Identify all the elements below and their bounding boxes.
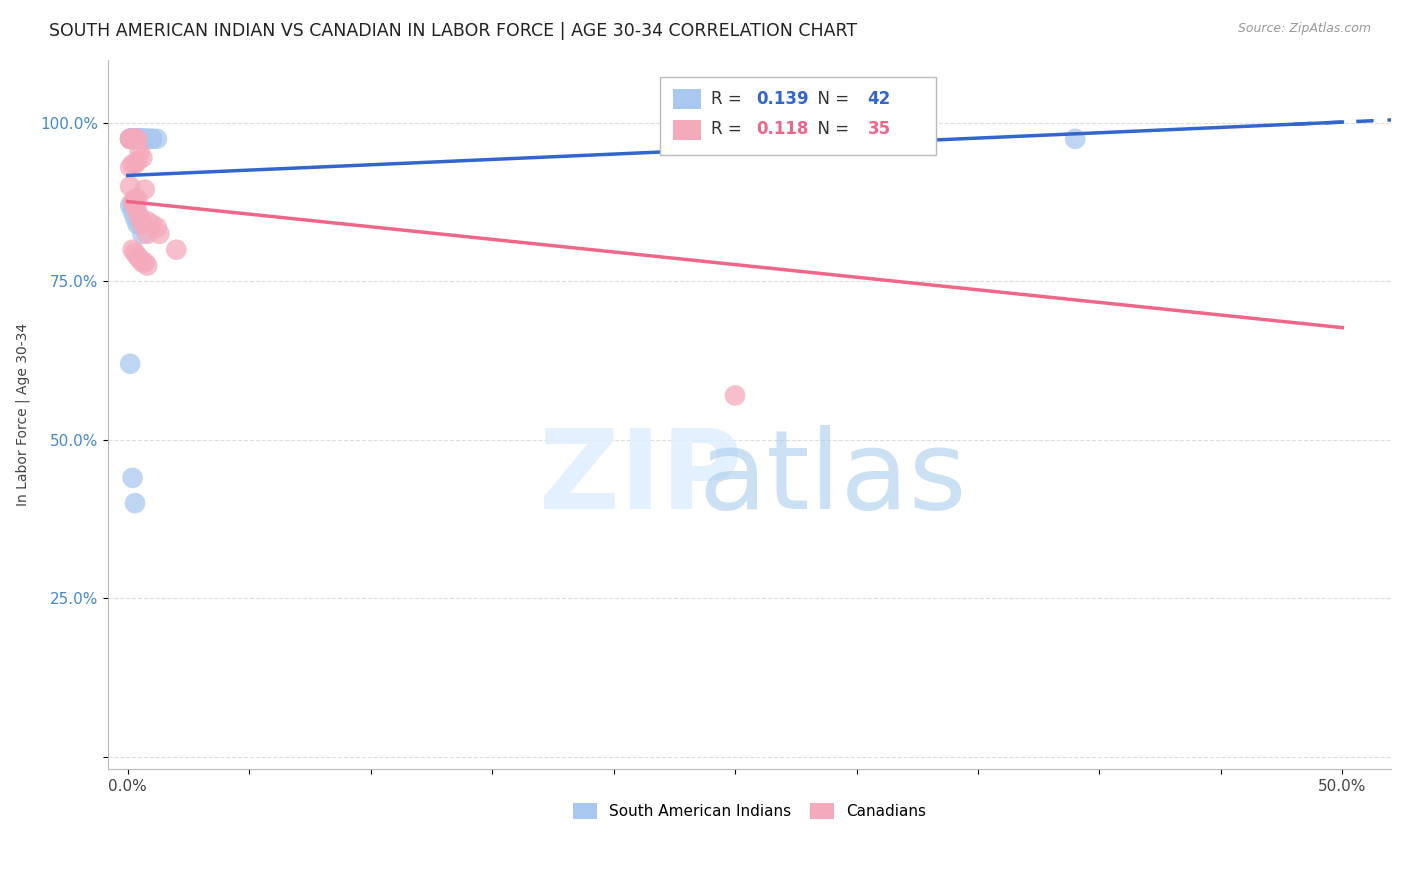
Point	[124, 157, 146, 171]
Y-axis label: In Labor Force | Age 30-34: In Labor Force | Age 30-34	[15, 323, 30, 506]
Point	[141, 132, 163, 146]
Text: atlas: atlas	[699, 425, 967, 532]
Point	[121, 132, 143, 146]
Text: SOUTH AMERICAN INDIAN VS CANADIAN IN LABOR FORCE | AGE 30-34 CORRELATION CHART: SOUTH AMERICAN INDIAN VS CANADIAN IN LAB…	[49, 22, 858, 40]
Text: N =: N =	[807, 120, 855, 138]
Point	[124, 245, 146, 260]
Point	[120, 132, 142, 146]
Point	[131, 218, 153, 232]
Point	[131, 151, 153, 165]
Point	[141, 218, 163, 232]
Point	[141, 132, 163, 146]
Point	[165, 243, 187, 257]
Point	[127, 132, 149, 146]
Point	[120, 132, 142, 146]
Point	[1064, 132, 1087, 146]
Text: 0.118: 0.118	[756, 120, 808, 138]
Point	[120, 132, 142, 146]
Point	[120, 161, 142, 175]
Point	[131, 227, 153, 241]
Point	[124, 496, 146, 510]
Point	[121, 132, 143, 146]
Text: N =: N =	[807, 89, 855, 108]
Text: 42: 42	[868, 89, 891, 108]
Point	[724, 388, 747, 402]
Point	[127, 192, 149, 206]
Point	[772, 132, 794, 146]
Point	[129, 252, 152, 267]
FancyBboxPatch shape	[659, 78, 935, 155]
Point	[120, 132, 142, 146]
Point	[124, 192, 146, 206]
Point	[121, 132, 143, 146]
Text: Source: ZipAtlas.com: Source: ZipAtlas.com	[1237, 22, 1371, 36]
Point	[136, 227, 159, 241]
Point	[129, 132, 152, 146]
Text: R =: R =	[711, 120, 747, 138]
Point	[136, 132, 159, 146]
Point	[127, 153, 149, 168]
Point	[121, 195, 143, 210]
Point	[134, 255, 156, 269]
Text: 0.139: 0.139	[756, 89, 808, 108]
Point	[120, 132, 142, 146]
Point	[129, 218, 152, 232]
Point	[127, 132, 149, 146]
Point	[124, 132, 146, 146]
Point	[136, 214, 159, 228]
Point	[127, 218, 149, 232]
Point	[121, 243, 143, 257]
Point	[120, 132, 142, 146]
Point	[136, 259, 159, 273]
Point	[129, 132, 152, 146]
Point	[127, 249, 149, 263]
Text: R =: R =	[711, 89, 747, 108]
Point	[134, 132, 156, 146]
Point	[120, 198, 142, 212]
Point	[124, 132, 146, 146]
Point	[146, 132, 169, 146]
Point	[121, 198, 143, 212]
Point	[121, 132, 143, 146]
Text: ZIP: ZIP	[538, 425, 742, 532]
Point	[124, 132, 146, 146]
Point	[124, 132, 146, 146]
Point	[124, 198, 146, 212]
Point	[124, 132, 146, 146]
Point	[129, 211, 152, 225]
Bar	[672, 120, 702, 140]
Point	[120, 179, 142, 194]
Point	[120, 132, 142, 146]
Legend: South American Indians, Canadians: South American Indians, Canadians	[567, 797, 932, 825]
Point	[131, 132, 153, 146]
Point	[129, 132, 152, 146]
Point	[127, 132, 149, 146]
Point	[127, 132, 149, 146]
Point	[131, 132, 153, 146]
Point	[129, 145, 152, 159]
Point	[124, 211, 146, 225]
Point	[120, 357, 142, 371]
Point	[134, 182, 156, 196]
Point	[134, 132, 156, 146]
Point	[121, 471, 143, 485]
Point	[127, 132, 149, 146]
Point	[120, 132, 142, 146]
Point	[136, 132, 159, 146]
Point	[146, 220, 169, 235]
Point	[127, 204, 149, 219]
Point	[121, 204, 143, 219]
Text: 35: 35	[868, 120, 891, 138]
Point	[148, 227, 170, 241]
Point	[121, 157, 143, 171]
Point	[121, 132, 143, 146]
Bar	[672, 89, 702, 110]
Point	[131, 255, 153, 269]
Point	[124, 132, 146, 146]
